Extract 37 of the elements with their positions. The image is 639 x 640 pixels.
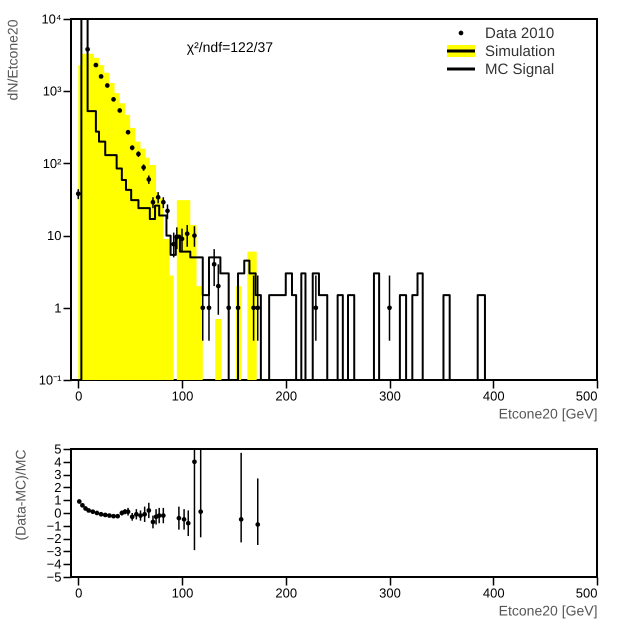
- y-tick-label: 10: [47, 228, 62, 244]
- x-tick-label: 200: [275, 586, 298, 600]
- y-tick-label: 4: [54, 454, 62, 470]
- x-tick-label: 0: [75, 388, 82, 404]
- y-tick-label: −2: [46, 531, 62, 546]
- y-axis-title: dN/Etcone20: [4, 19, 21, 100]
- annotation: χ²/ndf=122/37: [186, 39, 274, 55]
- y-tick-label: 0: [54, 506, 62, 520]
- x-tick-label: 500: [576, 586, 598, 600]
- x-tick-label: 200: [275, 388, 298, 404]
- x-tick-label: 0: [75, 586, 82, 600]
- y-tick-label: 1: [54, 492, 62, 508]
- y-tick-label: 3: [54, 467, 62, 482]
- y-tick-label: 10²: [42, 156, 62, 171]
- y-tick-label: 10⁴: [41, 12, 62, 26]
- y-tick-label: −1: [46, 518, 62, 534]
- legend-label: Data 2010: [485, 25, 554, 42]
- x-axis-title: Etcone20 [GeV]: [498, 602, 598, 618]
- x-tick-label: 400: [482, 388, 505, 404]
- y-tick-label: −3: [46, 544, 62, 559]
- x-tick-label: 100: [172, 586, 194, 600]
- y-tick-label: 5: [54, 442, 62, 456]
- x-axis-title: Etcone20 [GeV]: [498, 406, 598, 422]
- x-tick-label: 100: [172, 388, 194, 404]
- legend-label: Simulation: [485, 43, 556, 60]
- y-tick-label: 10⁻¹: [38, 372, 62, 388]
- y-axis-title: (Data-MC)/MC: [12, 450, 29, 540]
- x-tick-label: 500: [576, 388, 598, 404]
- y-tick-label: 2: [54, 480, 62, 495]
- y-tick-label: −5: [46, 570, 62, 584]
- x-tick-label: 300: [379, 586, 401, 600]
- legend-label: MC Signal: [485, 61, 554, 78]
- y-tick-label: 10³: [42, 84, 62, 99]
- y-tick-label: −4: [46, 556, 62, 572]
- y-tick-label: 1: [54, 300, 62, 316]
- x-tick-label: 300: [379, 388, 401, 404]
- x-tick-label: 400: [482, 586, 505, 600]
